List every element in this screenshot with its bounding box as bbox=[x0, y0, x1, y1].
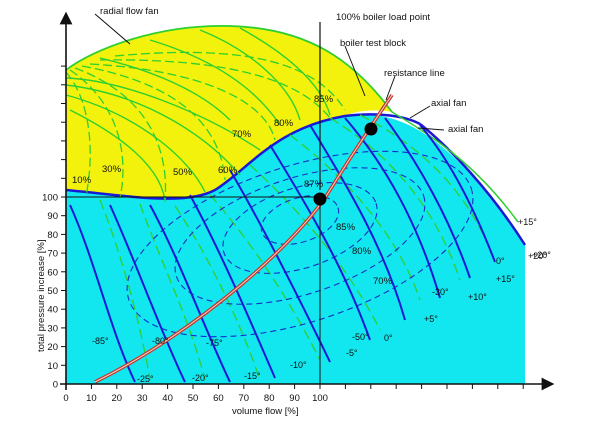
x-tick-label: 70 bbox=[239, 393, 250, 404]
blade-angle-minus20: -20° bbox=[192, 373, 209, 383]
x-tick-label: 80 bbox=[264, 393, 275, 404]
x-tick-label: 30 bbox=[137, 393, 148, 404]
radial-eff-70: 70% bbox=[232, 129, 252, 140]
axial-fan-stall-line bbox=[391, 111, 519, 223]
y-tick-label: 90 bbox=[47, 211, 58, 222]
axial-eff-70: 70% bbox=[373, 276, 393, 287]
x-tick-label: 60 bbox=[213, 393, 224, 404]
y-tick-label: 40 bbox=[47, 305, 58, 316]
radial-eff-30: 30% bbox=[102, 164, 122, 175]
vane-angle-minus85: -85° bbox=[92, 336, 109, 346]
y-tick-label: 10 bbox=[47, 361, 58, 372]
radial-vane-curves bbox=[65, 27, 331, 201]
x-tick-label: 0 bbox=[63, 393, 68, 404]
radial-efficiency-curves bbox=[65, 51, 346, 203]
boiler-load-point-label: 100% boiler load point bbox=[336, 12, 430, 23]
radial-eff-85: 85% bbox=[314, 94, 334, 105]
axial-fan-leader-2 bbox=[417, 127, 445, 131]
vane-angle-minus80: -80° bbox=[152, 336, 169, 346]
y-axis-ticks: 0 10 20 30 40 50 60 70 80 90 100 bbox=[42, 65, 66, 391]
vane-angle-minus30: -30° bbox=[432, 287, 449, 297]
radial-eff-10: 10% bbox=[72, 175, 92, 186]
vane-angle-plus15-right: +15° bbox=[518, 217, 537, 227]
blade-angle-0: 0° bbox=[384, 333, 393, 343]
x-axis-title: volume flow [%] bbox=[232, 406, 299, 417]
blade-angle-plus20: +20° bbox=[532, 250, 551, 260]
blade-angle-minus10: -10° bbox=[290, 360, 307, 370]
radial-flow-fan-label: radial flow fan bbox=[100, 6, 159, 17]
boiler-test-block-marker bbox=[364, 122, 378, 136]
axial-eff-87: 87% bbox=[304, 179, 324, 190]
y-tick-label: 60 bbox=[47, 267, 58, 278]
x-tick-label: 10 bbox=[86, 393, 97, 404]
x-tick-label: 40 bbox=[162, 393, 173, 404]
axial-eff-85: 85% bbox=[336, 222, 356, 233]
axial-fan-region bbox=[66, 114, 525, 384]
vane-angle-minus75: -75° bbox=[206, 338, 223, 348]
axial-fan-label-1: axial fan bbox=[431, 98, 466, 109]
y-axis-title: total pressure increase [%] bbox=[36, 240, 47, 352]
axial-fan-label-2: axial fan bbox=[448, 124, 483, 135]
resistance-leader bbox=[385, 75, 396, 101]
y-tick-label: 80 bbox=[47, 230, 58, 241]
blade-angle-minus15: -15° bbox=[244, 371, 261, 381]
axial-fan-leader-1 bbox=[409, 105, 431, 119]
boiler-load-point-marker bbox=[313, 192, 327, 206]
axial-fan-boundary bbox=[419, 123, 527, 246]
radial-fan-region bbox=[66, 25, 392, 199]
radial-fan-leader bbox=[94, 13, 131, 45]
radial-eff-50: 50% bbox=[173, 167, 193, 178]
axial-eff-80: 80% bbox=[352, 246, 372, 257]
blade-angle-plus10: +10° bbox=[468, 292, 487, 302]
x-tick-label: 100 bbox=[312, 393, 328, 404]
x-tick-label: 90 bbox=[289, 393, 300, 404]
vane-angle-0: 0° bbox=[496, 256, 505, 266]
x-tick-label: 50 bbox=[188, 393, 199, 404]
radial-eff-80: 80% bbox=[274, 118, 294, 129]
blade-angle-minus5: -5° bbox=[346, 348, 358, 358]
blade-angle-plus5: +5° bbox=[424, 314, 438, 324]
vane-angle-minus50: -50° bbox=[352, 332, 369, 342]
test-block-leader bbox=[344, 45, 366, 97]
y-tick-label: 30 bbox=[47, 323, 58, 334]
y-tick-label: 70 bbox=[47, 249, 58, 260]
radial-eff-60: 60% bbox=[218, 165, 238, 176]
axial-blade-angle-curves bbox=[69, 117, 496, 383]
y-tick-label: 20 bbox=[47, 342, 58, 353]
axial-efficiency-curves bbox=[126, 150, 474, 338]
y-tick-label: 100 bbox=[42, 193, 58, 204]
x-axis-ticks: 0 10 20 30 40 50 60 70 80 90 100 bbox=[63, 384, 524, 404]
boiler-test-block-label: boiler test block bbox=[340, 38, 406, 49]
vane-angle-plus20-right: +20° bbox=[528, 251, 547, 261]
blade-angle-plus15: +15° bbox=[496, 274, 515, 284]
resistance-line-label: resistance line bbox=[384, 68, 445, 79]
y-tick-label: 0 bbox=[53, 380, 58, 391]
blade-angle-minus25: -25° bbox=[137, 374, 154, 384]
y-tick-label: 50 bbox=[47, 286, 58, 297]
x-tick-label: 20 bbox=[112, 393, 123, 404]
